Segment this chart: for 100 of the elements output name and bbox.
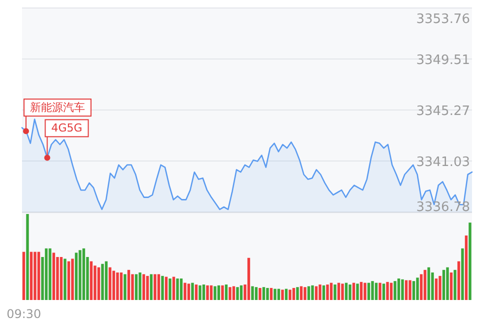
bar bbox=[104, 261, 108, 300]
bar bbox=[161, 276, 164, 300]
bar bbox=[442, 270, 446, 300]
bar bbox=[120, 272, 123, 300]
bar bbox=[416, 278, 419, 300]
bar bbox=[468, 222, 472, 300]
bar bbox=[397, 278, 400, 300]
annotation: 新能源汽车 bbox=[24, 98, 92, 117]
bar bbox=[326, 284, 329, 300]
bar bbox=[344, 282, 348, 300]
bar bbox=[270, 288, 273, 300]
bar bbox=[382, 284, 386, 300]
bar bbox=[438, 276, 442, 300]
bar bbox=[254, 287, 258, 300]
bar bbox=[26, 214, 29, 300]
bar bbox=[134, 274, 138, 300]
bar bbox=[232, 286, 236, 300]
bar bbox=[334, 284, 336, 300]
bar bbox=[168, 278, 172, 300]
bar bbox=[150, 274, 153, 300]
bar bbox=[22, 252, 26, 300]
bar bbox=[191, 282, 194, 300]
bar bbox=[446, 267, 449, 300]
bar bbox=[348, 284, 352, 300]
bar bbox=[318, 284, 322, 300]
bar bbox=[71, 258, 74, 300]
bar bbox=[187, 284, 190, 300]
bar bbox=[314, 286, 318, 300]
bar bbox=[44, 248, 48, 300]
bar bbox=[112, 270, 116, 300]
bar bbox=[82, 248, 86, 300]
bar bbox=[240, 285, 243, 300]
bar bbox=[221, 285, 224, 300]
bar bbox=[138, 272, 142, 300]
bar bbox=[311, 285, 314, 300]
bar bbox=[457, 261, 460, 300]
annotation: 4G5G bbox=[44, 119, 89, 138]
bar bbox=[281, 290, 284, 300]
bar bbox=[176, 278, 179, 300]
bar bbox=[184, 282, 186, 300]
bar bbox=[194, 284, 198, 300]
bar bbox=[202, 284, 206, 300]
bar bbox=[94, 266, 96, 300]
bar bbox=[164, 276, 168, 300]
bar bbox=[228, 287, 232, 300]
bar bbox=[236, 287, 239, 300]
bar bbox=[217, 285, 220, 300]
x-tick-label: 09:30 bbox=[6, 307, 42, 321]
bar bbox=[412, 281, 416, 300]
bar bbox=[367, 282, 370, 300]
bar bbox=[172, 276, 176, 300]
bar bbox=[304, 287, 306, 300]
bar bbox=[90, 261, 93, 300]
bar bbox=[142, 274, 146, 300]
bar bbox=[52, 252, 56, 300]
bar bbox=[116, 272, 119, 300]
bar bbox=[427, 267, 430, 300]
bar bbox=[258, 288, 262, 300]
bar bbox=[360, 282, 363, 300]
bar bbox=[127, 270, 130, 300]
bar bbox=[307, 286, 310, 300]
bar bbox=[64, 258, 66, 300]
bar bbox=[274, 288, 276, 300]
bar bbox=[266, 288, 269, 300]
bar bbox=[401, 279, 404, 300]
bar bbox=[30, 252, 33, 300]
bar bbox=[284, 288, 288, 300]
bar bbox=[154, 274, 156, 300]
annotation: 新能源汽车 bbox=[30, 101, 85, 114]
bar bbox=[157, 274, 160, 300]
bar bbox=[364, 282, 366, 300]
bar bbox=[277, 288, 280, 300]
y-tick-label: 3336.78 bbox=[416, 200, 470, 215]
bar bbox=[341, 284, 344, 300]
bar bbox=[330, 282, 333, 300]
bar bbox=[337, 282, 340, 300]
bar bbox=[101, 264, 104, 300]
bar bbox=[67, 261, 70, 300]
bar bbox=[322, 285, 326, 300]
bar bbox=[60, 257, 63, 300]
y-tick-label: 3345.27 bbox=[416, 104, 470, 119]
bar bbox=[386, 282, 389, 300]
bar bbox=[74, 252, 78, 300]
bar bbox=[300, 286, 303, 300]
bar bbox=[292, 288, 296, 300]
bar bbox=[450, 272, 453, 300]
bar bbox=[424, 270, 426, 300]
bar bbox=[97, 267, 100, 300]
y-tick-label: 3341.03 bbox=[416, 154, 470, 170]
bar bbox=[251, 286, 254, 300]
bar bbox=[352, 282, 356, 300]
bar bbox=[461, 248, 464, 300]
bar bbox=[420, 274, 423, 300]
bar bbox=[108, 267, 112, 300]
bar bbox=[390, 282, 393, 300]
bar bbox=[404, 280, 408, 300]
bar bbox=[288, 290, 292, 300]
bar bbox=[214, 286, 216, 300]
bar bbox=[356, 284, 359, 300]
bar bbox=[434, 278, 438, 300]
